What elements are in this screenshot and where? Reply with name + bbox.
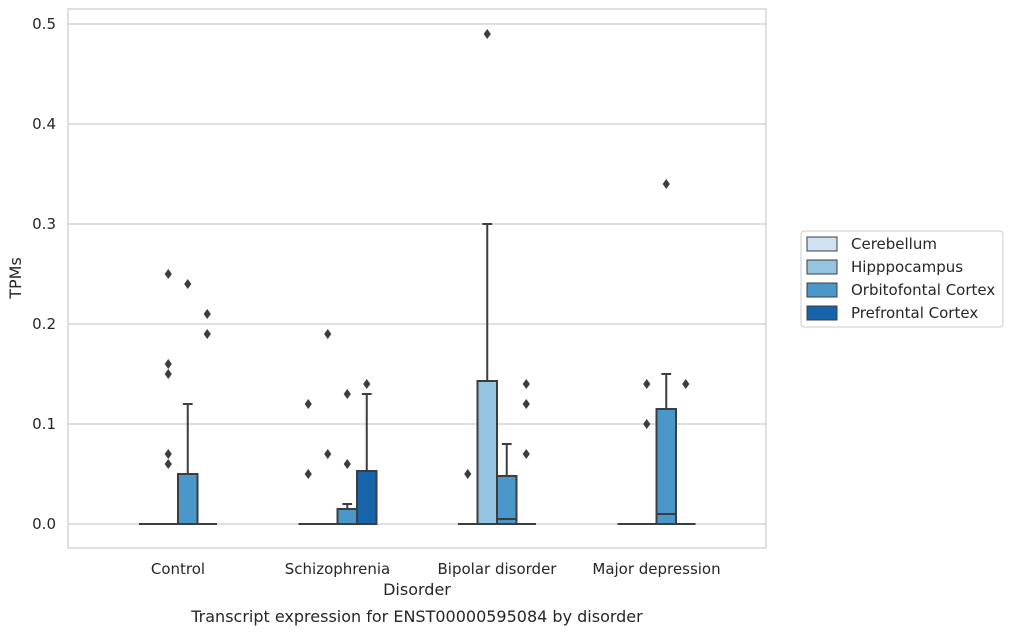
outlier-point bbox=[164, 369, 172, 379]
box-3-2 bbox=[655, 373, 677, 525]
y-tick-label: 0.5 bbox=[32, 15, 56, 33]
outlier-point bbox=[343, 389, 351, 399]
outlier-point bbox=[304, 399, 312, 409]
outlier-point bbox=[164, 459, 172, 469]
outlier-point bbox=[682, 379, 690, 389]
outlier-point bbox=[522, 399, 530, 409]
outlier-point bbox=[643, 379, 651, 389]
box-0-2 bbox=[177, 403, 199, 525]
y-tick-label: 0.1 bbox=[32, 415, 56, 433]
outlier-point bbox=[203, 329, 211, 339]
outlier-point bbox=[324, 449, 332, 459]
legend-swatch bbox=[806, 282, 838, 298]
box-body bbox=[476, 380, 498, 525]
outlier-point bbox=[324, 329, 332, 339]
plot-area bbox=[67, 8, 767, 549]
legend-label: Orbitofontal Cortex bbox=[851, 281, 995, 299]
chart-caption: Transcript expression for ENST0000059508… bbox=[190, 607, 643, 626]
outlier-point bbox=[343, 459, 351, 469]
outlier-point bbox=[483, 29, 491, 39]
legend-label: Hipppocampus bbox=[851, 258, 963, 276]
x-axis-label: Disorder bbox=[383, 580, 451, 599]
box-body bbox=[496, 475, 518, 525]
box-body bbox=[356, 470, 378, 525]
y-tick-label: 0.3 bbox=[32, 215, 56, 233]
x-tick-label: Control bbox=[151, 560, 205, 578]
outlier-point bbox=[184, 279, 192, 289]
y-tick-label: 0.4 bbox=[32, 115, 56, 133]
y-axis-label: TPMs bbox=[6, 257, 25, 300]
outlier-point bbox=[304, 469, 312, 479]
outlier-point bbox=[643, 419, 651, 429]
legend-frame bbox=[800, 230, 1004, 328]
legend-label: Cerebellum bbox=[851, 235, 937, 253]
legend: Cerebellum Hipppocampus Orbitofontal Corte… bbox=[800, 230, 1004, 328]
y-tick-label: 0.0 bbox=[32, 515, 56, 533]
legend-label: Prefrontal Cortex bbox=[851, 304, 978, 322]
box-1-3 bbox=[356, 393, 378, 525]
outlier-point bbox=[164, 269, 172, 279]
box-1-2 bbox=[336, 503, 358, 525]
x-tick-label: Major depression bbox=[592, 560, 720, 578]
legend-swatch bbox=[806, 305, 838, 321]
outlier-point bbox=[522, 379, 530, 389]
x-tick-label: Schizophrenia bbox=[285, 560, 390, 578]
x-axis-ticks: Control Schizophrenia Bipolar disorder Majo… bbox=[151, 560, 721, 578]
outlier-point bbox=[662, 179, 670, 189]
outlier-point bbox=[363, 379, 371, 389]
box-body bbox=[655, 408, 677, 525]
outlier-point bbox=[203, 309, 211, 319]
box-body bbox=[336, 508, 358, 525]
box-2-2 bbox=[496, 443, 518, 525]
box-2-1 bbox=[476, 223, 498, 525]
outlier-point bbox=[164, 449, 172, 459]
x-tick-label: Bipolar disorder bbox=[438, 560, 558, 578]
boxes bbox=[139, 223, 696, 525]
outlier-point bbox=[464, 469, 472, 479]
outliers bbox=[164, 29, 690, 479]
outlier-point bbox=[522, 449, 530, 459]
box-body bbox=[177, 473, 199, 525]
legend-swatch bbox=[806, 236, 838, 252]
outlier-point bbox=[164, 359, 172, 369]
y-axis-ticks: 0.0 0.1 0.2 0.3 0.4 0.5 bbox=[32, 15, 56, 533]
legend-swatch bbox=[806, 259, 838, 275]
y-tick-label: 0.2 bbox=[32, 315, 56, 333]
